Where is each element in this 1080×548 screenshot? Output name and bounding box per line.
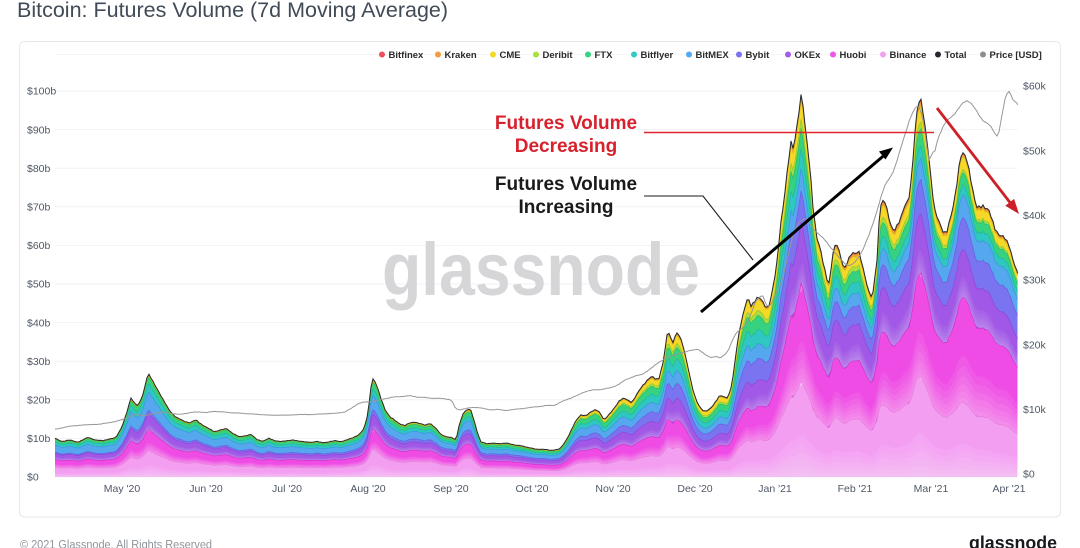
svg-text:$60b: $60b	[27, 240, 51, 252]
svg-text:Futures Volume: Futures Volume	[495, 113, 637, 134]
svg-text:$80b: $80b	[27, 163, 51, 175]
svg-text:$10b: $10b	[27, 433, 51, 445]
svg-text:Oct '20: Oct '20	[516, 483, 549, 495]
svg-text:Total: Total	[945, 50, 967, 61]
svg-text:Aug '20: Aug '20	[350, 483, 385, 495]
svg-text:Huobi: Huobi	[840, 50, 867, 61]
svg-text:$30b: $30b	[27, 356, 51, 368]
svg-text:© 2021 Glassnode. All Rights R: © 2021 Glassnode. All Rights Reserved	[20, 540, 212, 548]
svg-text:$90b: $90b	[27, 124, 51, 136]
svg-text:Jan '21: Jan '21	[758, 483, 792, 495]
svg-text:Mar '21: Mar '21	[914, 483, 949, 495]
svg-text:$60k: $60k	[1023, 81, 1047, 93]
svg-text:Binance: Binance	[890, 50, 927, 61]
svg-text:Futures Volume: Futures Volume	[495, 174, 637, 195]
svg-text:Bybit: Bybit	[746, 50, 771, 61]
svg-text:$50b: $50b	[27, 279, 51, 291]
svg-text:$0: $0	[27, 472, 39, 484]
svg-text:glassnode: glassnode	[382, 228, 700, 311]
svg-text:Increasing: Increasing	[518, 197, 613, 218]
svg-text:$10k: $10k	[1023, 404, 1047, 416]
svg-text:Jul '20: Jul '20	[272, 483, 302, 495]
svg-text:Dec '20: Dec '20	[677, 483, 712, 495]
svg-text:Bitflyer: Bitflyer	[641, 50, 674, 61]
svg-text:$100b: $100b	[27, 86, 56, 98]
svg-text:$0: $0	[1023, 469, 1035, 481]
svg-text:Price [USD]: Price [USD]	[990, 50, 1042, 61]
svg-text:Bitcoin: Futures Volume (7d Mo: Bitcoin: Futures Volume (7d Moving Avera…	[17, 0, 448, 22]
svg-text:Bitfinex: Bitfinex	[389, 50, 425, 61]
svg-text:$40b: $40b	[27, 317, 51, 329]
svg-text:Kraken: Kraken	[445, 50, 477, 61]
svg-text:May '20: May '20	[104, 483, 141, 495]
svg-text:$30k: $30k	[1023, 275, 1047, 287]
svg-text:$70b: $70b	[27, 202, 51, 214]
svg-text:Deribit: Deribit	[543, 50, 574, 61]
svg-text:Nov '20: Nov '20	[595, 483, 630, 495]
svg-text:CME: CME	[500, 50, 521, 61]
svg-text:$20k: $20k	[1023, 339, 1047, 351]
svg-text:FTX: FTX	[595, 50, 614, 61]
svg-text:$40k: $40k	[1023, 210, 1047, 222]
svg-text:Feb '21: Feb '21	[838, 483, 873, 495]
svg-text:Apr '21: Apr '21	[993, 483, 1026, 495]
svg-text:$20b: $20b	[27, 395, 51, 407]
svg-text:Jun '20: Jun '20	[189, 483, 223, 495]
svg-text:OKEx: OKEx	[795, 50, 822, 61]
svg-text:Decreasing: Decreasing	[515, 136, 617, 157]
svg-text:BitMEX: BitMEX	[696, 50, 730, 61]
svg-text:Sep '20: Sep '20	[433, 483, 468, 495]
svg-text:$50k: $50k	[1023, 145, 1047, 157]
svg-text:glassnode: glassnode	[969, 532, 1057, 548]
